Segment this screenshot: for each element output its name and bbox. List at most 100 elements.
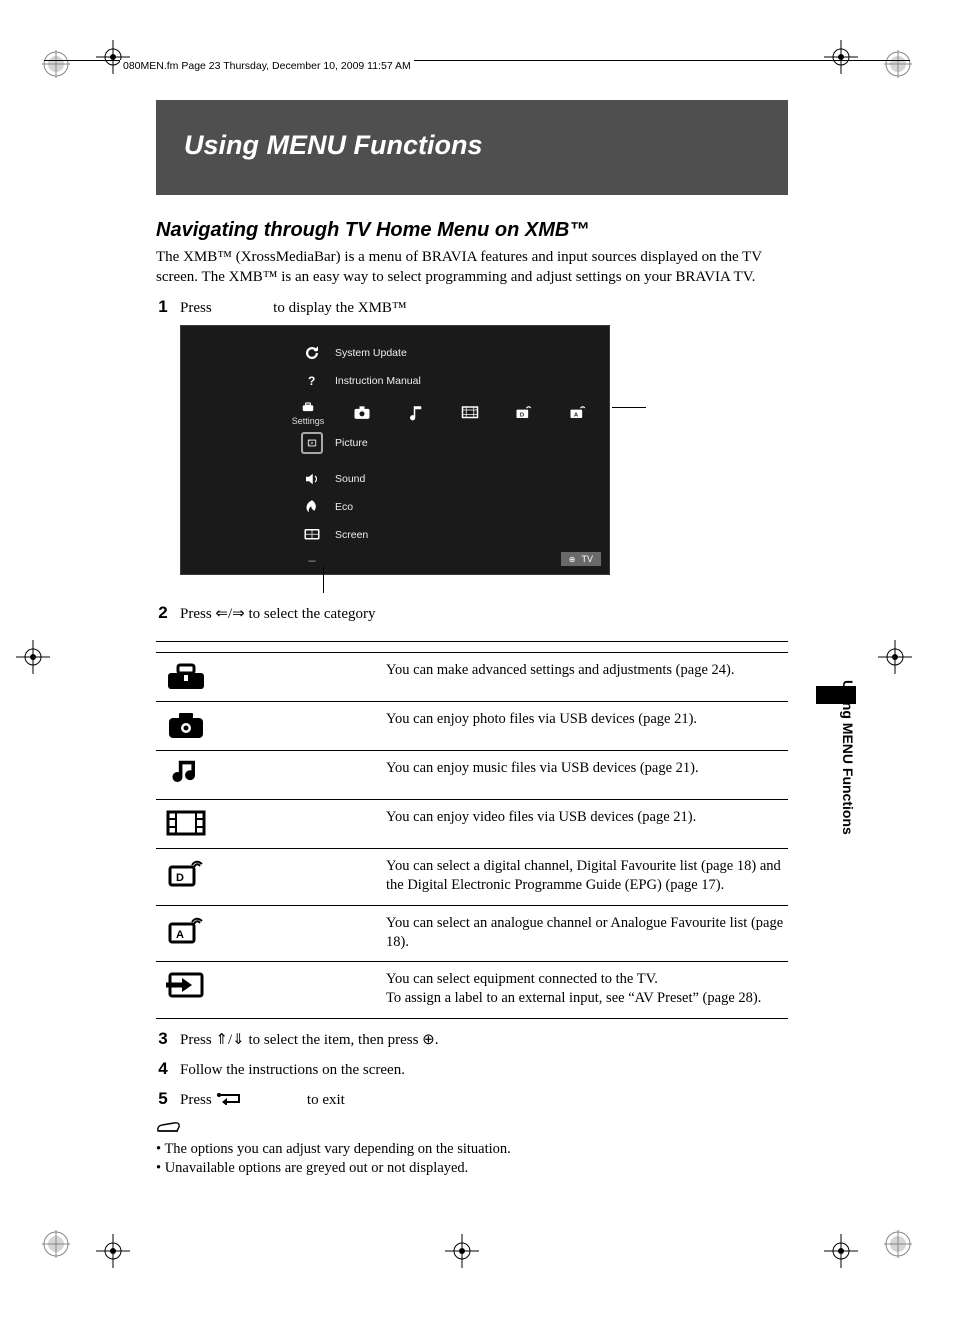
callout-line-v: [323, 567, 324, 593]
cat-desc: You can select a digital channel, Digita…: [386, 857, 788, 895]
xmb-category-bar: Settings D A: [295, 400, 597, 426]
cat-name: [216, 808, 386, 838]
crop-circle-top-left: [42, 50, 70, 78]
chapter-title: Using MENU Functions: [156, 100, 788, 195]
xmb-item-screen: Screen: [301, 524, 597, 546]
table-row: You can enjoy music files via USB device…: [156, 751, 788, 800]
cat-desc: You can select an analogue channel or An…: [386, 914, 788, 952]
note-bullet: • The options you can adjust vary depend…: [156, 1141, 788, 1158]
step-number: 3: [156, 1029, 170, 1049]
question-icon: ?: [301, 370, 323, 392]
gear-icon: [301, 552, 323, 574]
section-heading: Navigating through TV Home Menu on XMB™: [156, 219, 788, 242]
table-row: You can select equipment connected to th…: [156, 962, 788, 1019]
table-row: A You can select an analogue channel or …: [156, 906, 788, 963]
table-row: You can make advanced settings and adjus…: [156, 653, 788, 702]
step-1: 1 Press to display the XMB™: [156, 297, 788, 317]
music-icon: [156, 759, 216, 789]
xmb-label: Picture: [335, 437, 368, 449]
return-icon: [215, 1091, 245, 1110]
step-number: 1: [156, 297, 170, 317]
xmb-item-sound: Sound: [301, 468, 597, 490]
video-icon: [156, 808, 216, 838]
external-input-icon: [156, 970, 216, 1008]
cat-name: [216, 914, 386, 952]
category-table: You can make advanced settings and adjus…: [156, 641, 788, 1019]
cat-name: [216, 710, 386, 740]
step-5: 5 Press to exit: [156, 1089, 788, 1110]
xmb-item-overflow: [301, 552, 597, 574]
xmb-label: Instruction Manual: [335, 375, 421, 387]
music-icon: [403, 400, 429, 426]
xmb-item-system-update: System Update: [301, 342, 597, 364]
xmb-menu-screenshot: System Update ? Instruction Manual Setti…: [180, 325, 610, 575]
cat-desc: You can make advanced settings and adjus…: [386, 661, 788, 691]
step-number: 4: [156, 1059, 170, 1079]
main-content: Using MENU Functions Navigating through …: [156, 100, 788, 1177]
note-icon: [156, 1118, 788, 1139]
xmb-item-eco: Eco: [301, 496, 597, 518]
digital-icon: D: [156, 857, 216, 895]
picture-icon: [301, 432, 323, 454]
xmb-label: Screen: [335, 529, 368, 541]
tv-chip-label: TV: [581, 554, 593, 564]
note-text: Unavailable options are greyed out or no…: [165, 1160, 469, 1176]
analogue-icon: A: [156, 914, 216, 952]
tv-chip: ⊕ TV: [561, 552, 601, 566]
step-2: 2 Press ⇐/⇒ to select the category: [156, 603, 788, 623]
table-row: D You can select a digital channel, Digi…: [156, 849, 788, 906]
step-3: 3 Press ⇑/⇓ to select the item, then pre…: [156, 1029, 788, 1049]
crop-circle-bottom-right: [884, 1230, 912, 1258]
crop-target-mid-right: [878, 640, 912, 674]
cat-name: [216, 759, 386, 789]
crop-circle-bottom-left: [42, 1230, 70, 1258]
cat-name: [216, 970, 386, 1008]
callout-line-h: [612, 407, 646, 408]
table-row: You can enjoy video files via USB device…: [156, 800, 788, 849]
side-tab-label: Using MENU Functions: [838, 680, 856, 835]
crop-target-bottom-left: [96, 1234, 130, 1268]
step5-text-post: to exit: [307, 1092, 345, 1108]
svg-text:D: D: [176, 872, 184, 884]
note-text: The options you can adjust vary dependin…: [164, 1141, 510, 1157]
step1-text-pre: Press: [180, 300, 215, 316]
note-bullet: • Unavailable options are greyed out or …: [156, 1160, 788, 1177]
cat-desc: You can select equipment connected to th…: [386, 970, 788, 1008]
section-intro: The XMB™ (XrossMediaBar) is a menu of BR…: [156, 248, 788, 287]
xmb-label: System Update: [335, 347, 407, 359]
step5-text-pre: Press: [180, 1092, 215, 1108]
crop-target-mid-left: [16, 640, 50, 674]
step-text: Press to exit: [180, 1091, 345, 1110]
xmb-label: Sound: [335, 473, 365, 485]
step1-text-post: to display the XMB™: [273, 300, 406, 316]
crop-circle-top-right: [884, 50, 912, 78]
table-row: You can enjoy photo files via USB device…: [156, 702, 788, 751]
analogue-icon: A: [565, 400, 591, 426]
digital-icon: D: [511, 400, 537, 426]
camera-icon: [156, 710, 216, 740]
table-header-sep: [156, 641, 788, 653]
step-text: Press ⇐/⇒ to select the category: [180, 604, 376, 623]
xmb-item-picture: Picture: [301, 432, 597, 454]
camera-icon: [349, 400, 375, 426]
header-line: 080MEN.fm Page 23 Thursday, December 10,…: [120, 60, 414, 72]
step-4: 4 Follow the instructions on the screen.: [156, 1059, 788, 1079]
svg-text:A: A: [176, 929, 184, 941]
svg-text:?: ?: [308, 374, 315, 388]
cat-desc: You can enjoy video files via USB device…: [386, 808, 788, 838]
cat-name: [216, 857, 386, 895]
svg-text:D: D: [520, 412, 524, 418]
step-text: Press ⇑/⇓ to select the item, then press…: [180, 1030, 439, 1049]
video-icon: [457, 400, 483, 426]
refresh-icon: [301, 342, 323, 364]
xmb-label: Eco: [335, 501, 353, 513]
step-text: Press to display the XMB™: [180, 300, 407, 317]
page: 080MEN.fm Page 23 Thursday, December 10,…: [0, 0, 954, 1318]
screen-icon: [301, 524, 323, 546]
crop-target-bottom-center: [445, 1234, 479, 1268]
step-number: 2: [156, 603, 170, 623]
toolbox-icon: [156, 661, 216, 691]
cat-name: [216, 661, 386, 691]
xmb-settings-caption: Settings: [292, 416, 325, 426]
sound-icon: [301, 468, 323, 490]
